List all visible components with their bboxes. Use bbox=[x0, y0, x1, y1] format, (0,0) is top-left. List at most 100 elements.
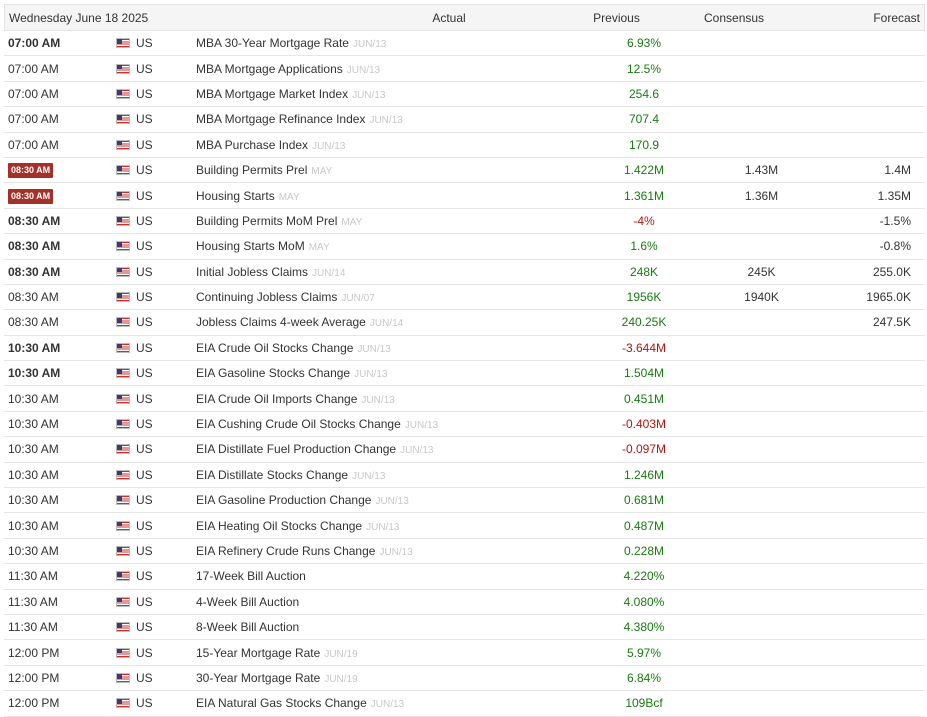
event-name-link[interactable]: EIA Crude Oil Imports Change bbox=[196, 391, 358, 406]
table-row[interactable]: 10:30 AM US EIA Gasoline Production Change… bbox=[4, 488, 925, 514]
event-name-link[interactable]: Initial Jobless Claims bbox=[196, 264, 309, 279]
table-row[interactable]: 08:30 AM US Building Permits MoM Prel MAY -4… bbox=[4, 209, 925, 235]
country-name: US bbox=[136, 670, 153, 685]
event-name-link[interactable]: Housing Starts MoM bbox=[196, 239, 305, 254]
event-name-link[interactable]: Building Permits MoM Prel bbox=[196, 213, 338, 228]
event-name-link[interactable]: MBA Mortgage Market Index bbox=[196, 86, 349, 101]
country-name: US bbox=[136, 290, 153, 305]
event-name-link[interactable]: 4-Week Bill Auction bbox=[196, 594, 300, 609]
event-name-link[interactable]: EIA Distillate Fuel Production Change bbox=[196, 442, 397, 457]
previous-value: -0.097M bbox=[621, 442, 667, 457]
event-name-link[interactable]: EIA Natural Gas Stocks Change bbox=[196, 696, 367, 711]
table-row[interactable]: 08:30 AM US Housing Starts MoM MAY 1.6% -0.8% bbox=[4, 234, 925, 260]
table-row[interactable]: 08:30 AM US Initial Jobless Claims JUN/14 24… bbox=[4, 260, 925, 285]
country-name: US bbox=[136, 366, 153, 381]
event-name-link[interactable]: Jobless Claims 4-week Average bbox=[196, 315, 366, 330]
country-name: US bbox=[136, 645, 153, 660]
us-flag-icon bbox=[116, 546, 130, 556]
reference-period: JUN/13 bbox=[352, 470, 386, 482]
event-name-link[interactable]: Housing Starts bbox=[196, 188, 275, 203]
country-cell: US bbox=[112, 341, 196, 355]
event-name-link[interactable]: EIA Gasoline Stocks Change bbox=[196, 366, 351, 381]
table-row[interactable]: 08:30 AM US Continuing Jobless Claims JUN/0… bbox=[4, 285, 925, 311]
event-name-link[interactable]: EIA Gasoline Production Change bbox=[196, 493, 372, 508]
table-row[interactable]: 07:00 AM US MBA Purchase Index JUN/13 170.9 bbox=[4, 133, 925, 158]
table-row[interactable]: 11:30 AM US 17-Week Bill Auction 4.220% bbox=[4, 564, 925, 590]
table-row[interactable]: 10:30 AM US EIA Distillate Fuel Production… bbox=[4, 437, 925, 463]
event-name-link[interactable]: 17-Week Bill Auction bbox=[196, 569, 306, 584]
table-row[interactable]: 10:30 AM US EIA Gasoline Stocks Change JUN/… bbox=[4, 361, 925, 387]
country-cell: US bbox=[112, 62, 196, 76]
event-time: 08:30 AM bbox=[8, 213, 61, 228]
previous-value: 707.4 bbox=[628, 112, 660, 127]
event-name-link[interactable]: 30-Year Mortgage Rate bbox=[196, 670, 321, 685]
us-flag-icon bbox=[116, 317, 130, 328]
country-name: US bbox=[136, 61, 153, 76]
event-name-link[interactable]: Building Permits Prel bbox=[196, 163, 308, 178]
previous-value: 0.451M bbox=[623, 391, 665, 406]
country-cell: US bbox=[112, 493, 196, 507]
table-row[interactable]: 10:30 AM US EIA Refinery Crude Runs Change… bbox=[4, 539, 925, 565]
event-name-link[interactable]: EIA Distillate Stocks Change bbox=[196, 467, 349, 482]
table-row[interactable]: 10:30 AM US EIA Crude Oil Imports Change JU… bbox=[4, 386, 925, 412]
time-badge: 08:30 AM bbox=[8, 163, 54, 179]
event-time: 08:30 AM bbox=[4, 188, 112, 204]
reference-period: JUN/13 bbox=[357, 343, 391, 355]
table-row[interactable]: 07:00 AM US MBA 30-Year Mortgage Rate JUN/1… bbox=[4, 31, 925, 57]
time-badge: 08:30 AM bbox=[8, 188, 54, 204]
table-row[interactable]: 11:30 AM US 8-Week Bill Auction 4.380% bbox=[4, 615, 925, 641]
table-body: 07:00 AM US MBA 30-Year Mortgage Rate JUN/1… bbox=[4, 31, 925, 717]
country-name: US bbox=[136, 213, 153, 228]
table-row[interactable]: 08:30 AM US Housing Starts MAY 1.361M 1.36M 1.… bbox=[4, 183, 925, 209]
reference-period: JUN/13 bbox=[379, 547, 413, 558]
event-cell: Jobless Claims 4-week Average JUN/14 bbox=[196, 315, 556, 329]
event-name-link[interactable]: EIA Cushing Crude Oil Stocks Change bbox=[196, 417, 401, 432]
us-flag-icon bbox=[116, 368, 130, 379]
table-row[interactable]: 07:00 AM US MBA Mortgage Refinance Index JU… bbox=[4, 107, 925, 133]
event-name-link[interactable]: EIA Heating Oil Stocks Change bbox=[196, 518, 363, 533]
table-row[interactable]: 08:30 AM US Jobless Claims 4-week Average J… bbox=[4, 310, 925, 336]
previous-value: 0.228M bbox=[623, 544, 665, 558]
table-row[interactable]: 11:30 AM US 4-Week Bill Auction 4.080% bbox=[4, 590, 925, 615]
country-cell: US bbox=[112, 519, 196, 533]
previous-value: 4.380% bbox=[623, 620, 665, 635]
event-time: 08:30 AM bbox=[8, 290, 59, 305]
consensus-value: 245K bbox=[747, 264, 776, 279]
event-name-link[interactable]: 8-Week Bill Auction bbox=[196, 620, 300, 635]
event-time: 12:00 PM bbox=[8, 670, 60, 685]
event-cell: 4-Week Bill Auction bbox=[196, 595, 556, 609]
table-row[interactable]: 12:00 PM US 30-Year Mortgage Rate JUN/19 6.8… bbox=[4, 666, 925, 692]
table-row[interactable]: 07:00 AM US MBA Mortgage Applications JUN/1… bbox=[4, 56, 925, 82]
previous-value: 1.361M bbox=[623, 188, 665, 203]
event-name-link[interactable]: MBA Purchase Index bbox=[196, 137, 309, 152]
table-row[interactable]: 07:00 AM US MBA Mortgage Market Index JUN/1… bbox=[4, 82, 925, 108]
event-cell: MBA Mortgage Refinance Index JUN/13 bbox=[196, 112, 556, 126]
previous-value: 4.080% bbox=[623, 594, 665, 609]
event-time: 07:00 AM bbox=[8, 137, 59, 152]
table-row[interactable]: 10:30 AM US EIA Cushing Crude Oil Stocks C… bbox=[4, 412, 925, 438]
event-time: 07:00 AM bbox=[8, 61, 59, 76]
us-flag-icon bbox=[116, 419, 130, 430]
event-name-link[interactable]: Continuing Jobless Claims bbox=[196, 290, 338, 305]
event-time: 11:30 AM bbox=[8, 620, 58, 635]
table-row[interactable]: 10:30 AM US EIA Crude Oil Stocks Change JUN… bbox=[4, 336, 925, 362]
event-name-link[interactable]: 15-Year Mortgage Rate bbox=[196, 645, 321, 660]
country-cell: US bbox=[112, 544, 196, 558]
table-row[interactable]: 12:00 PM US EIA Natural Gas Stocks Change J… bbox=[4, 691, 925, 717]
us-flag-icon bbox=[116, 292, 130, 303]
event-cell: 30-Year Mortgage Rate JUN/19 bbox=[196, 671, 556, 685]
event-cell: 8-Week Bill Auction bbox=[196, 620, 556, 634]
country-cell: US bbox=[112, 87, 196, 101]
event-time: 10:30 AM bbox=[8, 340, 61, 355]
us-flag-icon bbox=[116, 139, 130, 150]
event-name-link[interactable]: MBA 30-Year Mortgage Rate bbox=[196, 36, 349, 51]
table-row[interactable]: 10:30 AM US EIA Distillate Stocks Change JU… bbox=[4, 463, 925, 489]
table-row[interactable]: 10:30 AM US EIA Heating Oil Stocks Change J… bbox=[4, 513, 925, 539]
table-row[interactable]: 08:30 AM US Building Permits Prel MAY 1.422M… bbox=[4, 158, 925, 184]
event-name-link[interactable]: MBA Mortgage Refinance Index bbox=[196, 112, 366, 127]
table-row[interactable]: 12:00 PM US 15-Year Mortgage Rate JUN/19 5.9… bbox=[4, 640, 925, 666]
consensus-value: 1940K bbox=[744, 290, 779, 305]
event-name-link[interactable]: MBA Mortgage Applications bbox=[196, 61, 343, 76]
event-name-link[interactable]: EIA Crude Oil Stocks Change bbox=[196, 340, 354, 355]
event-name-link[interactable]: EIA Refinery Crude Runs Change bbox=[196, 544, 376, 558]
